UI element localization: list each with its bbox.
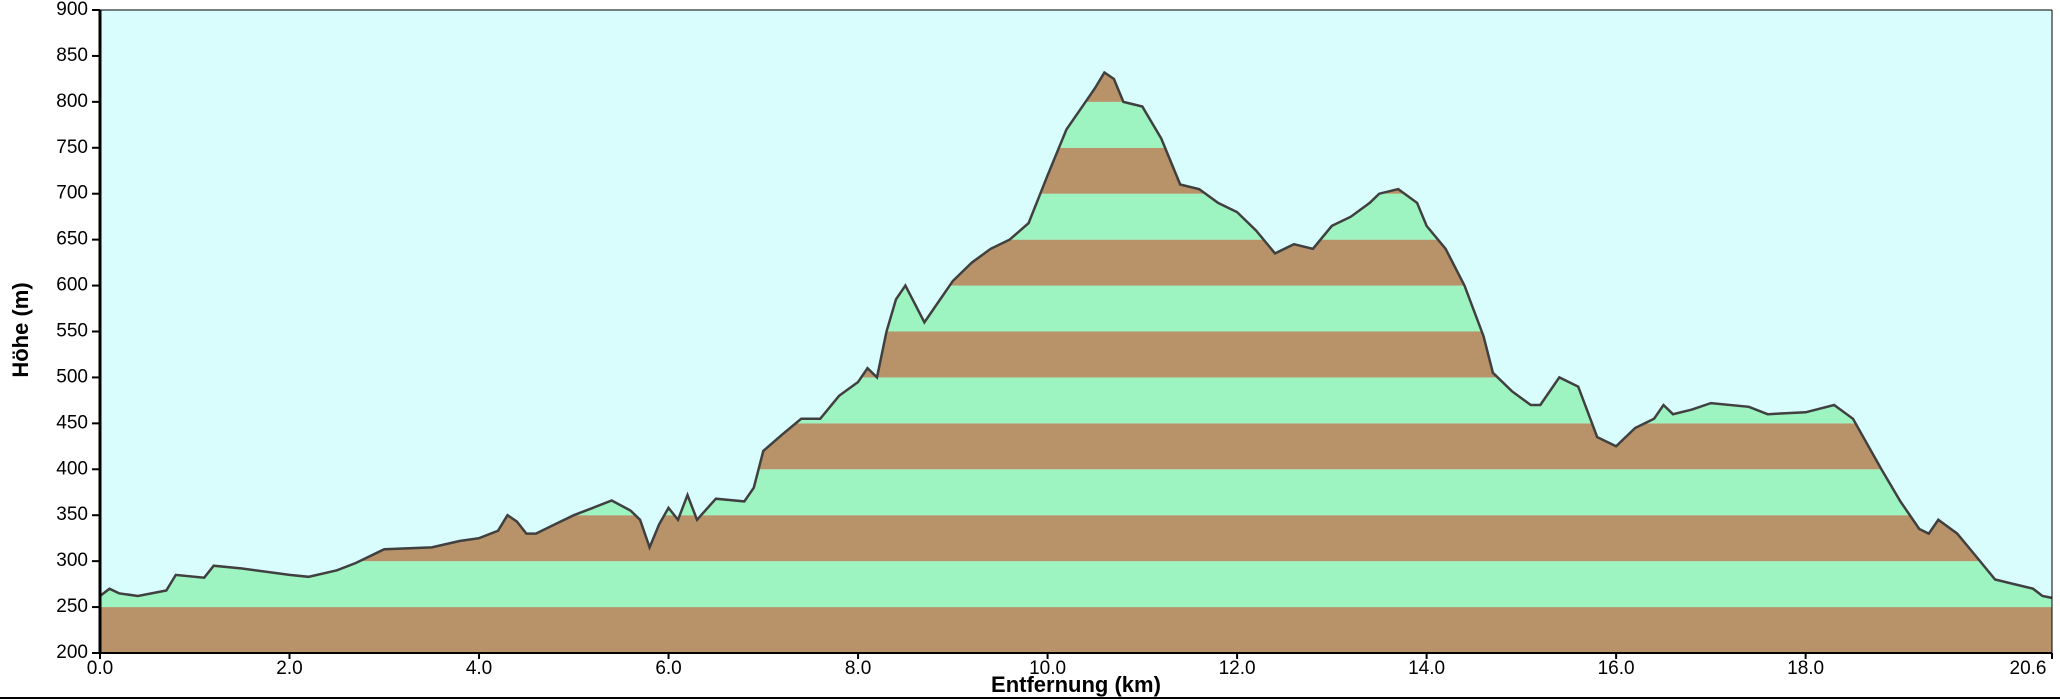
x-tick-label: 6.0 [655,658,681,679]
x-tick-label: 10.0 [1029,658,1066,679]
x-tick-label: 4.0 [466,658,492,679]
y-tick-label: 600 [56,275,88,296]
y-tick-label: 550 [56,321,88,342]
y-tick-label: 700 [56,183,88,204]
y-tick-label: 800 [56,91,88,112]
x-tick-label: 16.0 [1598,658,1635,679]
y-tick-label: 450 [56,412,88,433]
x-tick-label: 0.0 [87,658,113,679]
y-tick-label: 500 [56,366,88,387]
y-tick-label: 850 [56,45,88,66]
y-tick-label: 900 [56,0,88,20]
y-tick-label: 650 [56,229,88,250]
x-tick-label: 20.6 [2010,658,2047,679]
x-axis-title: Entfernung (km) [991,672,1161,697]
x-tick-label: 12.0 [1219,658,1256,679]
y-tick-label: 200 [56,642,88,663]
y-tick-label: 400 [56,458,88,479]
x-tick-label: 18.0 [1787,658,1824,679]
elevation-band [100,607,2052,653]
y-tick-label: 350 [56,504,88,525]
elevation-band [100,561,2052,608]
x-tick-label: 14.0 [1408,658,1445,679]
y-tick-label: 750 [56,137,88,158]
x-tick-label: 2.0 [276,658,302,679]
x-tick-label: 8.0 [845,658,871,679]
elevation-line [99,70,2053,600]
y-axis-title: Höhe (m) [8,282,33,377]
y-tick-label: 250 [56,596,88,617]
y-tick-label: 300 [56,550,88,571]
